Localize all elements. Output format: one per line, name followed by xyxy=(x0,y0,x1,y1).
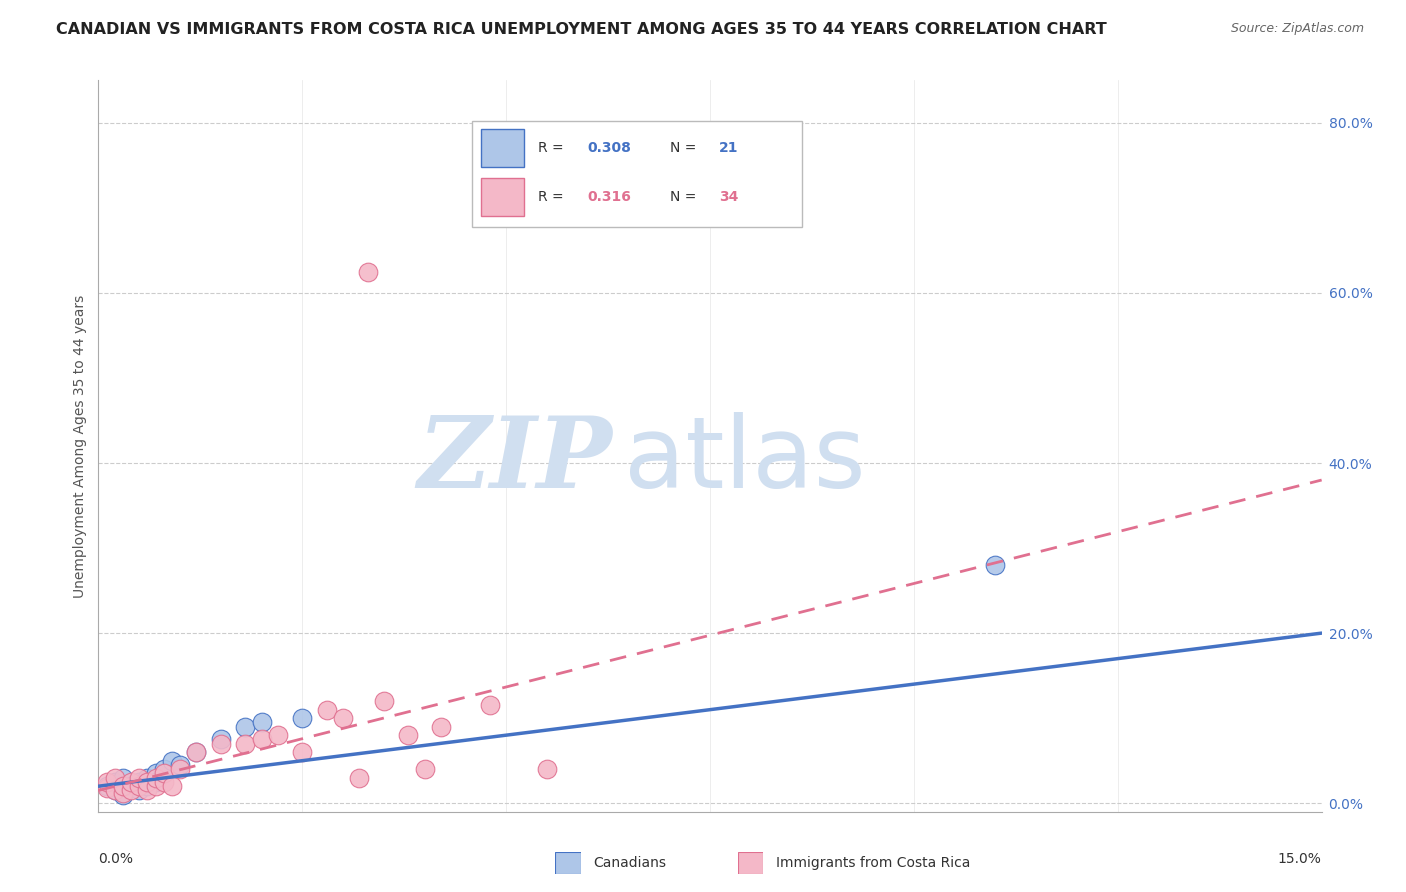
Point xyxy=(128,779,150,793)
Point xyxy=(96,779,118,793)
Text: 0.0%: 0.0% xyxy=(98,852,134,866)
Point xyxy=(356,265,378,279)
Point xyxy=(478,698,501,713)
Point xyxy=(145,775,167,789)
Point xyxy=(413,762,436,776)
Point xyxy=(111,788,134,802)
Point xyxy=(169,758,191,772)
FancyBboxPatch shape xyxy=(738,852,763,874)
Point xyxy=(120,783,142,797)
Point xyxy=(332,711,354,725)
Point xyxy=(120,779,142,793)
Point xyxy=(152,775,174,789)
Point xyxy=(111,779,134,793)
Point xyxy=(209,732,232,747)
Text: CANADIAN VS IMMIGRANTS FROM COSTA RICA UNEMPLOYMENT AMONG AGES 35 TO 44 YEARS CO: CANADIAN VS IMMIGRANTS FROM COSTA RICA U… xyxy=(56,22,1107,37)
Point xyxy=(160,754,183,768)
Point xyxy=(250,732,273,747)
Point xyxy=(104,775,127,789)
Point xyxy=(396,728,419,742)
Point xyxy=(186,745,208,759)
Point xyxy=(104,783,127,797)
Point xyxy=(128,775,150,789)
Point xyxy=(152,762,174,776)
Point xyxy=(315,703,337,717)
Point xyxy=(250,715,273,730)
Point xyxy=(111,771,134,785)
Point xyxy=(128,783,150,797)
Point xyxy=(136,775,159,789)
Point xyxy=(152,766,174,780)
Point xyxy=(145,771,167,785)
Point xyxy=(209,737,232,751)
Text: atlas: atlas xyxy=(624,412,866,509)
Point xyxy=(120,775,142,789)
Point xyxy=(169,762,191,776)
Point xyxy=(291,711,314,725)
Point xyxy=(536,762,558,776)
Point xyxy=(233,720,256,734)
Point xyxy=(96,780,118,795)
Text: Canadians: Canadians xyxy=(593,856,666,871)
Text: ZIP: ZIP xyxy=(418,412,612,508)
Point xyxy=(96,775,118,789)
Point xyxy=(136,779,159,793)
Point xyxy=(136,783,159,797)
Point xyxy=(984,558,1007,572)
Point xyxy=(186,745,208,759)
Point xyxy=(267,728,290,742)
Point xyxy=(430,720,453,734)
Point xyxy=(128,771,150,785)
Y-axis label: Unemployment Among Ages 35 to 44 years: Unemployment Among Ages 35 to 44 years xyxy=(73,294,87,598)
Point xyxy=(160,779,183,793)
Text: 15.0%: 15.0% xyxy=(1278,852,1322,866)
Point xyxy=(233,737,256,751)
Point xyxy=(145,766,167,780)
Point xyxy=(349,771,371,785)
Text: Immigrants from Costa Rica: Immigrants from Costa Rica xyxy=(776,856,970,871)
Text: Source: ZipAtlas.com: Source: ZipAtlas.com xyxy=(1230,22,1364,36)
Point xyxy=(145,779,167,793)
Point xyxy=(136,771,159,785)
Point xyxy=(291,745,314,759)
Point xyxy=(373,694,395,708)
Point xyxy=(104,783,127,797)
Point xyxy=(104,771,127,785)
Point xyxy=(111,786,134,800)
FancyBboxPatch shape xyxy=(555,852,581,874)
